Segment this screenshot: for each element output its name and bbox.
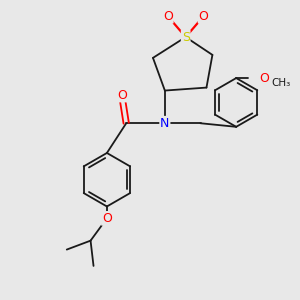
- Text: O: O: [102, 212, 112, 225]
- Text: O: O: [117, 88, 127, 101]
- Text: O: O: [260, 72, 269, 85]
- Text: CH₃: CH₃: [271, 77, 290, 88]
- Text: S: S: [182, 31, 190, 44]
- Text: O: O: [199, 10, 208, 23]
- Text: O: O: [163, 10, 173, 23]
- Text: N: N: [160, 117, 170, 130]
